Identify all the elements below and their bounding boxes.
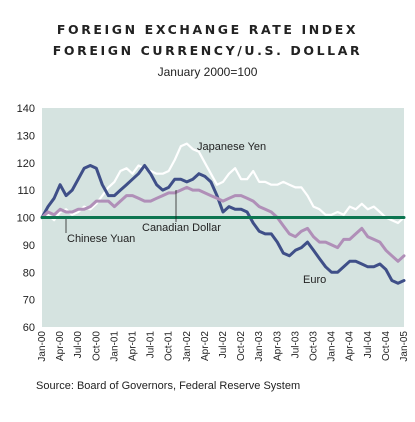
y-tick-label: 130	[17, 130, 35, 142]
x-tick-label: Jul-00	[73, 331, 84, 359]
x-tick-label: Jul-04	[363, 331, 374, 359]
x-tick-label: Jan-04	[327, 331, 338, 362]
x-tick-label: Apr-00	[55, 331, 66, 361]
x-tick-label: Jan-05	[399, 331, 410, 362]
x-tick-label: Jan-00	[37, 331, 48, 362]
x-tick-label: Apr-04	[345, 331, 356, 361]
series-label-canadian-dollar: Canadian Dollar	[142, 222, 221, 234]
chart-title: FOREIGN EXCHANGE RATE INDEX	[56, 22, 359, 37]
series-label-japanese-yen: Japanese Yen	[197, 141, 266, 153]
x-tick-label: Oct-00	[91, 331, 102, 361]
x-tick-label: Jul-02	[218, 331, 229, 359]
series-japanese-yen	[40, 142, 406, 225]
x-tick-label: Jul-01	[146, 331, 157, 359]
series-label-euro: Euro	[303, 274, 326, 286]
x-tick-label: Jan-01	[109, 331, 120, 362]
y-tick-label: 70	[23, 295, 35, 307]
x-tick-label: Apr-02	[200, 331, 211, 361]
series-canadian-dollar	[40, 185, 406, 263]
x-tick-label: Oct-03	[309, 331, 320, 361]
x-tick-label: Oct-02	[236, 331, 247, 361]
chart-title-line-2: FOREIGN CURRENCY/U.S. DOLLAR	[52, 43, 363, 58]
series-label-chinese-yuan: Chinese Yuan	[67, 233, 135, 245]
x-tick-label: Oct-04	[381, 331, 392, 361]
x-tick-label: Jan-02	[182, 331, 193, 362]
chart-subtitle: January 2000=100	[157, 65, 258, 79]
x-tick-label: Jan-03	[254, 331, 265, 362]
x-tick-label: Apr-03	[272, 331, 283, 361]
y-tick-label: 120	[17, 158, 35, 170]
y-tick-label: 110	[17, 185, 35, 197]
y-tick-label: 100	[17, 213, 35, 225]
source-note: Source: Board of Governors, Federal Rese…	[36, 380, 301, 392]
y-tick-label: 60	[23, 322, 35, 334]
x-tick-label: Oct-01	[164, 331, 175, 361]
y-tick-label: 90	[23, 240, 35, 252]
x-tick-label: Jul-03	[290, 331, 301, 359]
y-tick-label: 140	[17, 103, 35, 115]
series-euro	[40, 164, 406, 285]
x-tick-label: Apr-01	[128, 331, 139, 361]
y-tick-label: 80	[23, 267, 35, 279]
